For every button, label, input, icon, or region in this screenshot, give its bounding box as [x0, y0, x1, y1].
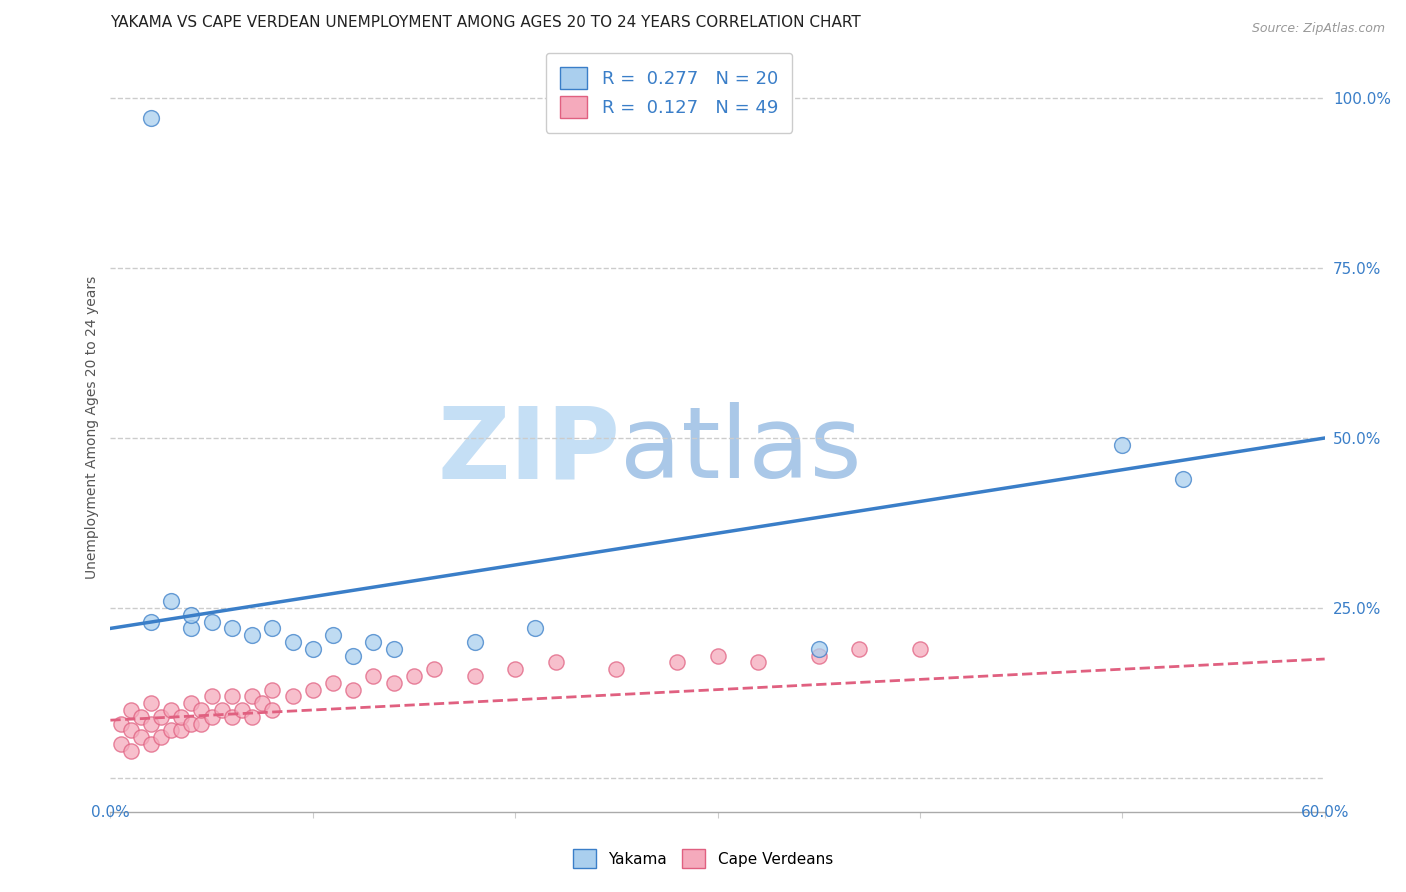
Point [240, 690, 263, 704]
Point [221, 621, 243, 635]
Point [139, 615, 162, 629]
Point [807, 641, 830, 656]
Point [240, 628, 263, 642]
Point [221, 710, 243, 724]
Point [544, 656, 567, 670]
Point [363, 669, 385, 683]
Point [200, 690, 222, 704]
Point [464, 669, 486, 683]
Point [221, 690, 243, 704]
Legend: Yakama, Cape Verdeans: Yakama, Cape Verdeans [565, 841, 841, 875]
Point [706, 648, 728, 663]
Point [747, 656, 769, 670]
Point [382, 641, 405, 656]
Point [301, 682, 323, 697]
Point [120, 703, 142, 717]
Point [150, 710, 173, 724]
Point [262, 621, 284, 635]
Point [200, 615, 222, 629]
Point [139, 716, 162, 731]
Point [250, 696, 273, 710]
Point [281, 690, 304, 704]
Point [281, 635, 304, 649]
Point [211, 703, 233, 717]
Point [180, 621, 202, 635]
Point [301, 641, 323, 656]
Text: Source: ZipAtlas.com: Source: ZipAtlas.com [1251, 22, 1385, 36]
Text: atlas: atlas [620, 402, 862, 500]
Legend: R =  0.277   N = 20, R =  0.127   N = 49: R = 0.277 N = 20, R = 0.127 N = 49 [546, 53, 793, 133]
Point [262, 682, 284, 697]
Point [363, 635, 385, 649]
Point [848, 641, 870, 656]
Point [180, 696, 202, 710]
Point [231, 703, 253, 717]
Point [262, 703, 284, 717]
Point [402, 669, 425, 683]
Point [322, 628, 344, 642]
Point [139, 696, 162, 710]
Point [139, 737, 162, 751]
Point [908, 641, 931, 656]
Point [524, 621, 547, 635]
Point [342, 682, 364, 697]
Text: ZIP: ZIP [437, 402, 620, 500]
Point [200, 710, 222, 724]
Point [190, 716, 212, 731]
Point [160, 703, 183, 717]
Point [382, 675, 405, 690]
Point [120, 723, 142, 738]
Point [1171, 472, 1194, 486]
Text: 60.0%: 60.0% [1301, 805, 1348, 820]
Point [170, 710, 193, 724]
Point [129, 730, 152, 744]
Point [180, 607, 202, 622]
Point [807, 648, 830, 663]
Point [464, 635, 486, 649]
Point [129, 710, 152, 724]
Point [503, 662, 526, 676]
Point [139, 112, 162, 126]
Point [150, 730, 173, 744]
Point [170, 723, 193, 738]
Text: 0.0%: 0.0% [91, 805, 129, 820]
Point [240, 710, 263, 724]
Point [180, 716, 202, 731]
Point [160, 723, 183, 738]
Point [1111, 438, 1133, 452]
Point [110, 716, 132, 731]
Y-axis label: Unemployment Among Ages 20 to 24 years: Unemployment Among Ages 20 to 24 years [86, 277, 100, 580]
Point [666, 656, 689, 670]
Point [322, 675, 344, 690]
Point [423, 662, 446, 676]
Point [342, 648, 364, 663]
Point [605, 662, 627, 676]
Point [110, 737, 132, 751]
Point [190, 703, 212, 717]
Text: YAKAMA VS CAPE VERDEAN UNEMPLOYMENT AMONG AGES 20 TO 24 YEARS CORRELATION CHART: YAKAMA VS CAPE VERDEAN UNEMPLOYMENT AMON… [111, 15, 860, 30]
Point [160, 594, 183, 608]
Point [120, 744, 142, 758]
